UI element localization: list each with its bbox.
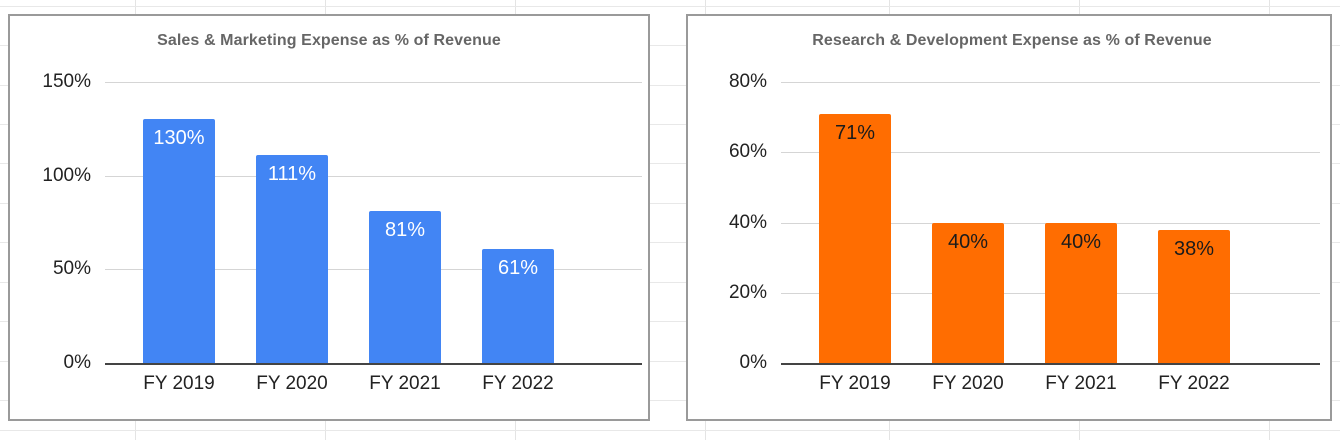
bar[interactable]: 71% (819, 113, 891, 363)
x-axis-category-label: FY 2021 (369, 373, 441, 394)
bar[interactable]: 40% (1045, 222, 1117, 363)
bar-value-label: 81% (384, 219, 426, 242)
plot-area-research-development: 0% 20% 40% 60% 80% 71% FY 2019 40% FY 2020 40% FY … (688, 16, 1330, 419)
y-axis-tick-label: 0% (63, 352, 91, 373)
x-axis-line (105, 363, 642, 365)
x-axis-category-label: FY 2021 (1045, 373, 1117, 394)
y-axis-tick-label: 150% (42, 71, 91, 92)
sheet-row-line-0 (0, 6, 1340, 7)
x-axis-category-label: FY 2020 (932, 373, 1004, 394)
x-axis-category-label: FY 2019 (143, 373, 215, 394)
x-axis-category-label: FY 2022 (482, 373, 554, 394)
bar-value-label: 38% (1173, 237, 1215, 260)
gridline (105, 82, 642, 83)
gridline (105, 175, 642, 177)
y-axis-tick-label: 0% (739, 352, 767, 373)
bar[interactable]: 61% (482, 248, 554, 363)
x-axis-category-label: FY 2022 (1158, 373, 1230, 394)
sheet-row-line-8 (0, 321, 1340, 322)
chart-research-development[interactable]: Research & Development Expense as % of R… (686, 14, 1332, 421)
bar[interactable]: 130% (143, 119, 215, 363)
y-axis-tick-label: 50% (52, 258, 91, 280)
x-axis-category-label: FY 2019 (819, 373, 891, 394)
x-axis-line (781, 363, 1320, 365)
plot-area-sales-marketing: 0% 50% 100% 150% 130% FY 2019 111% FY 2020 81% FY… (10, 16, 648, 419)
bar[interactable]: 81% (369, 211, 441, 363)
bar-value-label: 111% (267, 163, 317, 186)
sheet-row-line-3 (0, 124, 1340, 125)
sheet-row-line-1 (0, 45, 1340, 46)
y-axis-tick-label: 100% (42, 164, 91, 186)
sheet-row-line-7 (0, 282, 1340, 283)
bar-value-label: 61% (497, 256, 539, 279)
sheet-row-line-9 (0, 361, 1340, 362)
bar[interactable]: 40% (932, 222, 1004, 363)
chart-title-research-development: Research & Development Expense as % of R… (812, 32, 1212, 49)
gridline (781, 152, 1320, 154)
sheet-row-line-11 (0, 430, 1340, 431)
y-axis-tick-label: 80% (728, 71, 767, 92)
bar-value-label: 130% (153, 127, 205, 150)
bar-value-label: 40% (947, 230, 989, 253)
sheet-row-line-2 (0, 85, 1340, 86)
sheet-row-line-5 (0, 203, 1340, 204)
sheet-row-line-4 (0, 163, 1340, 164)
x-axis-category-label: FY 2020 (256, 373, 328, 394)
bar-value-label: 40% (1060, 230, 1102, 253)
y-axis-tick-label: 20% (728, 281, 767, 303)
sheet-row-line-6 (0, 242, 1340, 243)
y-axis-tick-label: 60% (728, 141, 767, 163)
chart-title-sales-marketing: Sales & Marketing Expense as % of Revenu… (157, 32, 501, 49)
y-axis-tick-label: 40% (728, 211, 767, 233)
bar[interactable]: 38% (1158, 229, 1230, 363)
bar[interactable]: 111% (256, 155, 328, 363)
chart-sales-marketing[interactable]: Sales & Marketing Expense as % of Revenu… (8, 14, 650, 421)
sheet-row-line-10 (0, 400, 1340, 401)
bar-value-label: 71% (834, 121, 876, 144)
gridline (781, 82, 1320, 83)
